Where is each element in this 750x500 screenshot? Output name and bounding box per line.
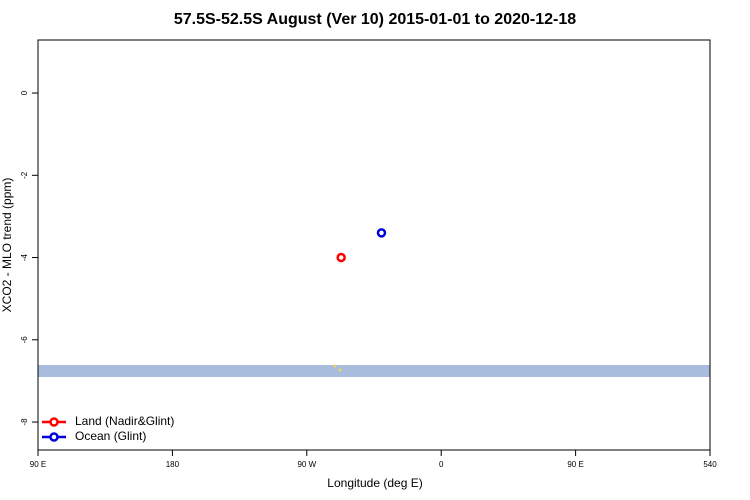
latitude-band [38,365,710,377]
y-tick-label: -8 [20,418,29,426]
data-point [376,228,387,238]
x-tick-label: 90 E [567,460,583,469]
x-tick-label: 90 W [297,460,316,469]
plot-frame [37,39,711,451]
legend-marker [49,417,59,427]
chart-title: 57.5S-52.5S August (Ver 10) 2015-01-01 t… [174,11,576,28]
x-tick-label: 540 [703,460,717,469]
legend-marker [49,432,59,442]
y-tick-label: -4 [20,253,29,261]
legend-label: Land (Nadir&Glint) [75,414,174,428]
land-speck [333,364,337,368]
y-tick-label: -6 [20,336,29,344]
x-tick-label: 0 [439,460,444,469]
land-speck [338,368,342,372]
y-tick-label: -2 [20,171,29,179]
x-axis-label: Longitude (deg E) [327,476,422,490]
legend-label: Ocean (Glint) [75,429,146,443]
x-tick-label: 90 E [30,460,46,469]
y-axis-label: XCO2 - MLO trend (ppm) [0,178,14,313]
data-point [336,252,346,263]
x-tick-label: 180 [166,460,180,469]
y-tick-label: 0 [20,90,29,95]
